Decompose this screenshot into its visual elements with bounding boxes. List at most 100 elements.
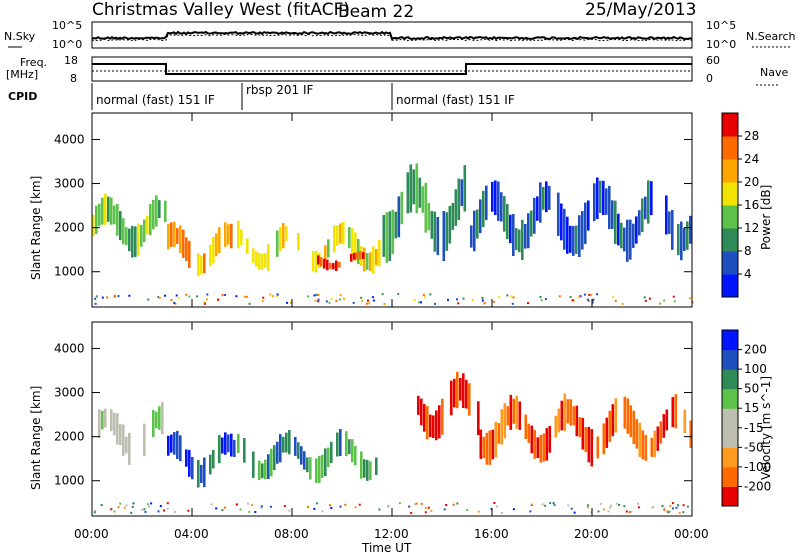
heatmap-cell xyxy=(638,422,642,457)
heatmap-cell xyxy=(101,197,104,225)
heatmap-cell xyxy=(542,433,546,462)
heatmap-cell xyxy=(668,510,671,513)
heatmap-cell xyxy=(276,441,279,464)
heatmap-cell xyxy=(548,425,552,453)
heatmap-cell xyxy=(94,509,96,512)
x-tick-label: 04:00 xyxy=(174,527,209,541)
heatmap-cell xyxy=(570,507,573,510)
nsky-line xyxy=(92,30,693,41)
heatmap-cell xyxy=(252,451,255,478)
heatmap-cell xyxy=(336,432,339,457)
heatmap-cell xyxy=(339,294,342,297)
heatmap-cell xyxy=(366,302,368,305)
colorbar-tick-label: -200 xyxy=(744,479,771,493)
heatmap-cell xyxy=(116,204,119,236)
cpid-segment-label: rbsp 201 IF xyxy=(246,83,313,97)
heatmap-cell xyxy=(635,216,638,244)
heatmap-cell xyxy=(586,298,589,301)
heatmap-cell xyxy=(527,302,529,305)
heatmap-cell xyxy=(317,300,320,303)
heatmap-cell xyxy=(648,297,651,300)
heatmap-cell xyxy=(309,457,312,480)
heatmap-cell xyxy=(283,505,286,508)
heatmap-cell xyxy=(496,505,498,508)
heatmap-cell xyxy=(462,373,465,408)
heatmap-cell xyxy=(104,408,107,428)
beam-label: Beam 22 xyxy=(338,2,414,22)
heatmap-cell xyxy=(286,301,289,304)
heatmap-cell xyxy=(683,409,687,434)
heatmap-cell xyxy=(605,188,608,215)
heatmap-cell xyxy=(303,451,306,470)
heatmap-cell xyxy=(578,215,581,257)
heatmap-cell xyxy=(572,406,576,426)
heatmap-cell xyxy=(591,301,594,304)
heatmap-cell xyxy=(224,222,227,247)
heatmap-cell xyxy=(363,459,366,478)
heatmap-cell xyxy=(566,216,569,254)
heatmap-cell xyxy=(637,502,639,505)
heatmap-cell xyxy=(348,227,351,249)
y-tick-label: 3000 xyxy=(54,177,85,191)
heatmap-cell xyxy=(479,429,483,459)
heatmap-cell xyxy=(625,510,628,513)
heatmap-cell xyxy=(511,302,514,305)
heatmap-cell xyxy=(398,502,401,505)
heatmap-cell xyxy=(433,211,437,252)
heatmap-cell xyxy=(270,448,273,477)
heatmap-cell xyxy=(95,205,98,234)
heatmap-cell xyxy=(539,434,543,463)
heatmap-cell xyxy=(590,511,593,514)
y-tick-label: 1000 xyxy=(54,474,85,488)
heatmap-cell xyxy=(375,457,378,476)
heatmap-cell xyxy=(174,302,177,305)
heatmap-cell xyxy=(578,417,582,438)
heatmap-cell xyxy=(285,432,288,453)
heatmap-cell xyxy=(596,436,600,459)
heatmap-cell xyxy=(406,172,410,214)
heatmap-cell xyxy=(372,299,375,302)
heatmap-cell xyxy=(530,425,534,454)
colorbar-swatch xyxy=(722,182,738,206)
heatmap-cell xyxy=(177,297,180,300)
heatmap-cell xyxy=(354,506,357,509)
x-axis-label: Time UT xyxy=(361,541,412,554)
heatmap-cell xyxy=(255,251,258,267)
heatmap-cell xyxy=(101,410,104,430)
heatmap-cell xyxy=(666,510,669,513)
heatmap-cell xyxy=(164,200,167,222)
heatmap-cell xyxy=(441,398,444,435)
heatmap-cell xyxy=(339,505,342,508)
heatmap-cell xyxy=(110,508,113,511)
heatmap-cell xyxy=(409,164,413,213)
heatmap-cell xyxy=(422,293,425,296)
heatmap-cell xyxy=(620,222,623,249)
heatmap-cell xyxy=(237,220,240,249)
nsearch-tick-bottom: 10^0 xyxy=(706,38,736,51)
heatmap-cell xyxy=(661,505,664,507)
heatmap-cell xyxy=(113,412,116,436)
heatmap-cell xyxy=(175,294,178,297)
heatmap-cell xyxy=(116,413,119,445)
heatmap-cell xyxy=(125,227,128,246)
heatmap-cell xyxy=(134,226,137,257)
heatmap-cell xyxy=(122,424,125,456)
heatmap-cell xyxy=(682,504,685,507)
heatmap-cell xyxy=(117,295,120,298)
heatmap-cell xyxy=(144,510,147,513)
velocity-panel-frame xyxy=(91,321,693,517)
heatmap-cell xyxy=(315,293,318,296)
nsky-tick-bottom: 10^0 xyxy=(52,38,82,51)
heatmap-cell xyxy=(227,224,230,245)
heatmap-cell xyxy=(494,421,498,458)
heatmap-cell xyxy=(641,430,645,460)
heatmap-cell xyxy=(146,503,149,506)
heatmap-cell xyxy=(217,298,220,301)
heatmap-cell xyxy=(503,403,507,439)
heatmap-cell xyxy=(563,208,566,250)
heatmap-cell xyxy=(539,182,542,223)
heatmap-cell xyxy=(686,505,689,508)
heatmap-cell xyxy=(158,406,161,430)
heatmap-cell xyxy=(572,225,575,256)
heatmap-cell xyxy=(354,446,357,466)
